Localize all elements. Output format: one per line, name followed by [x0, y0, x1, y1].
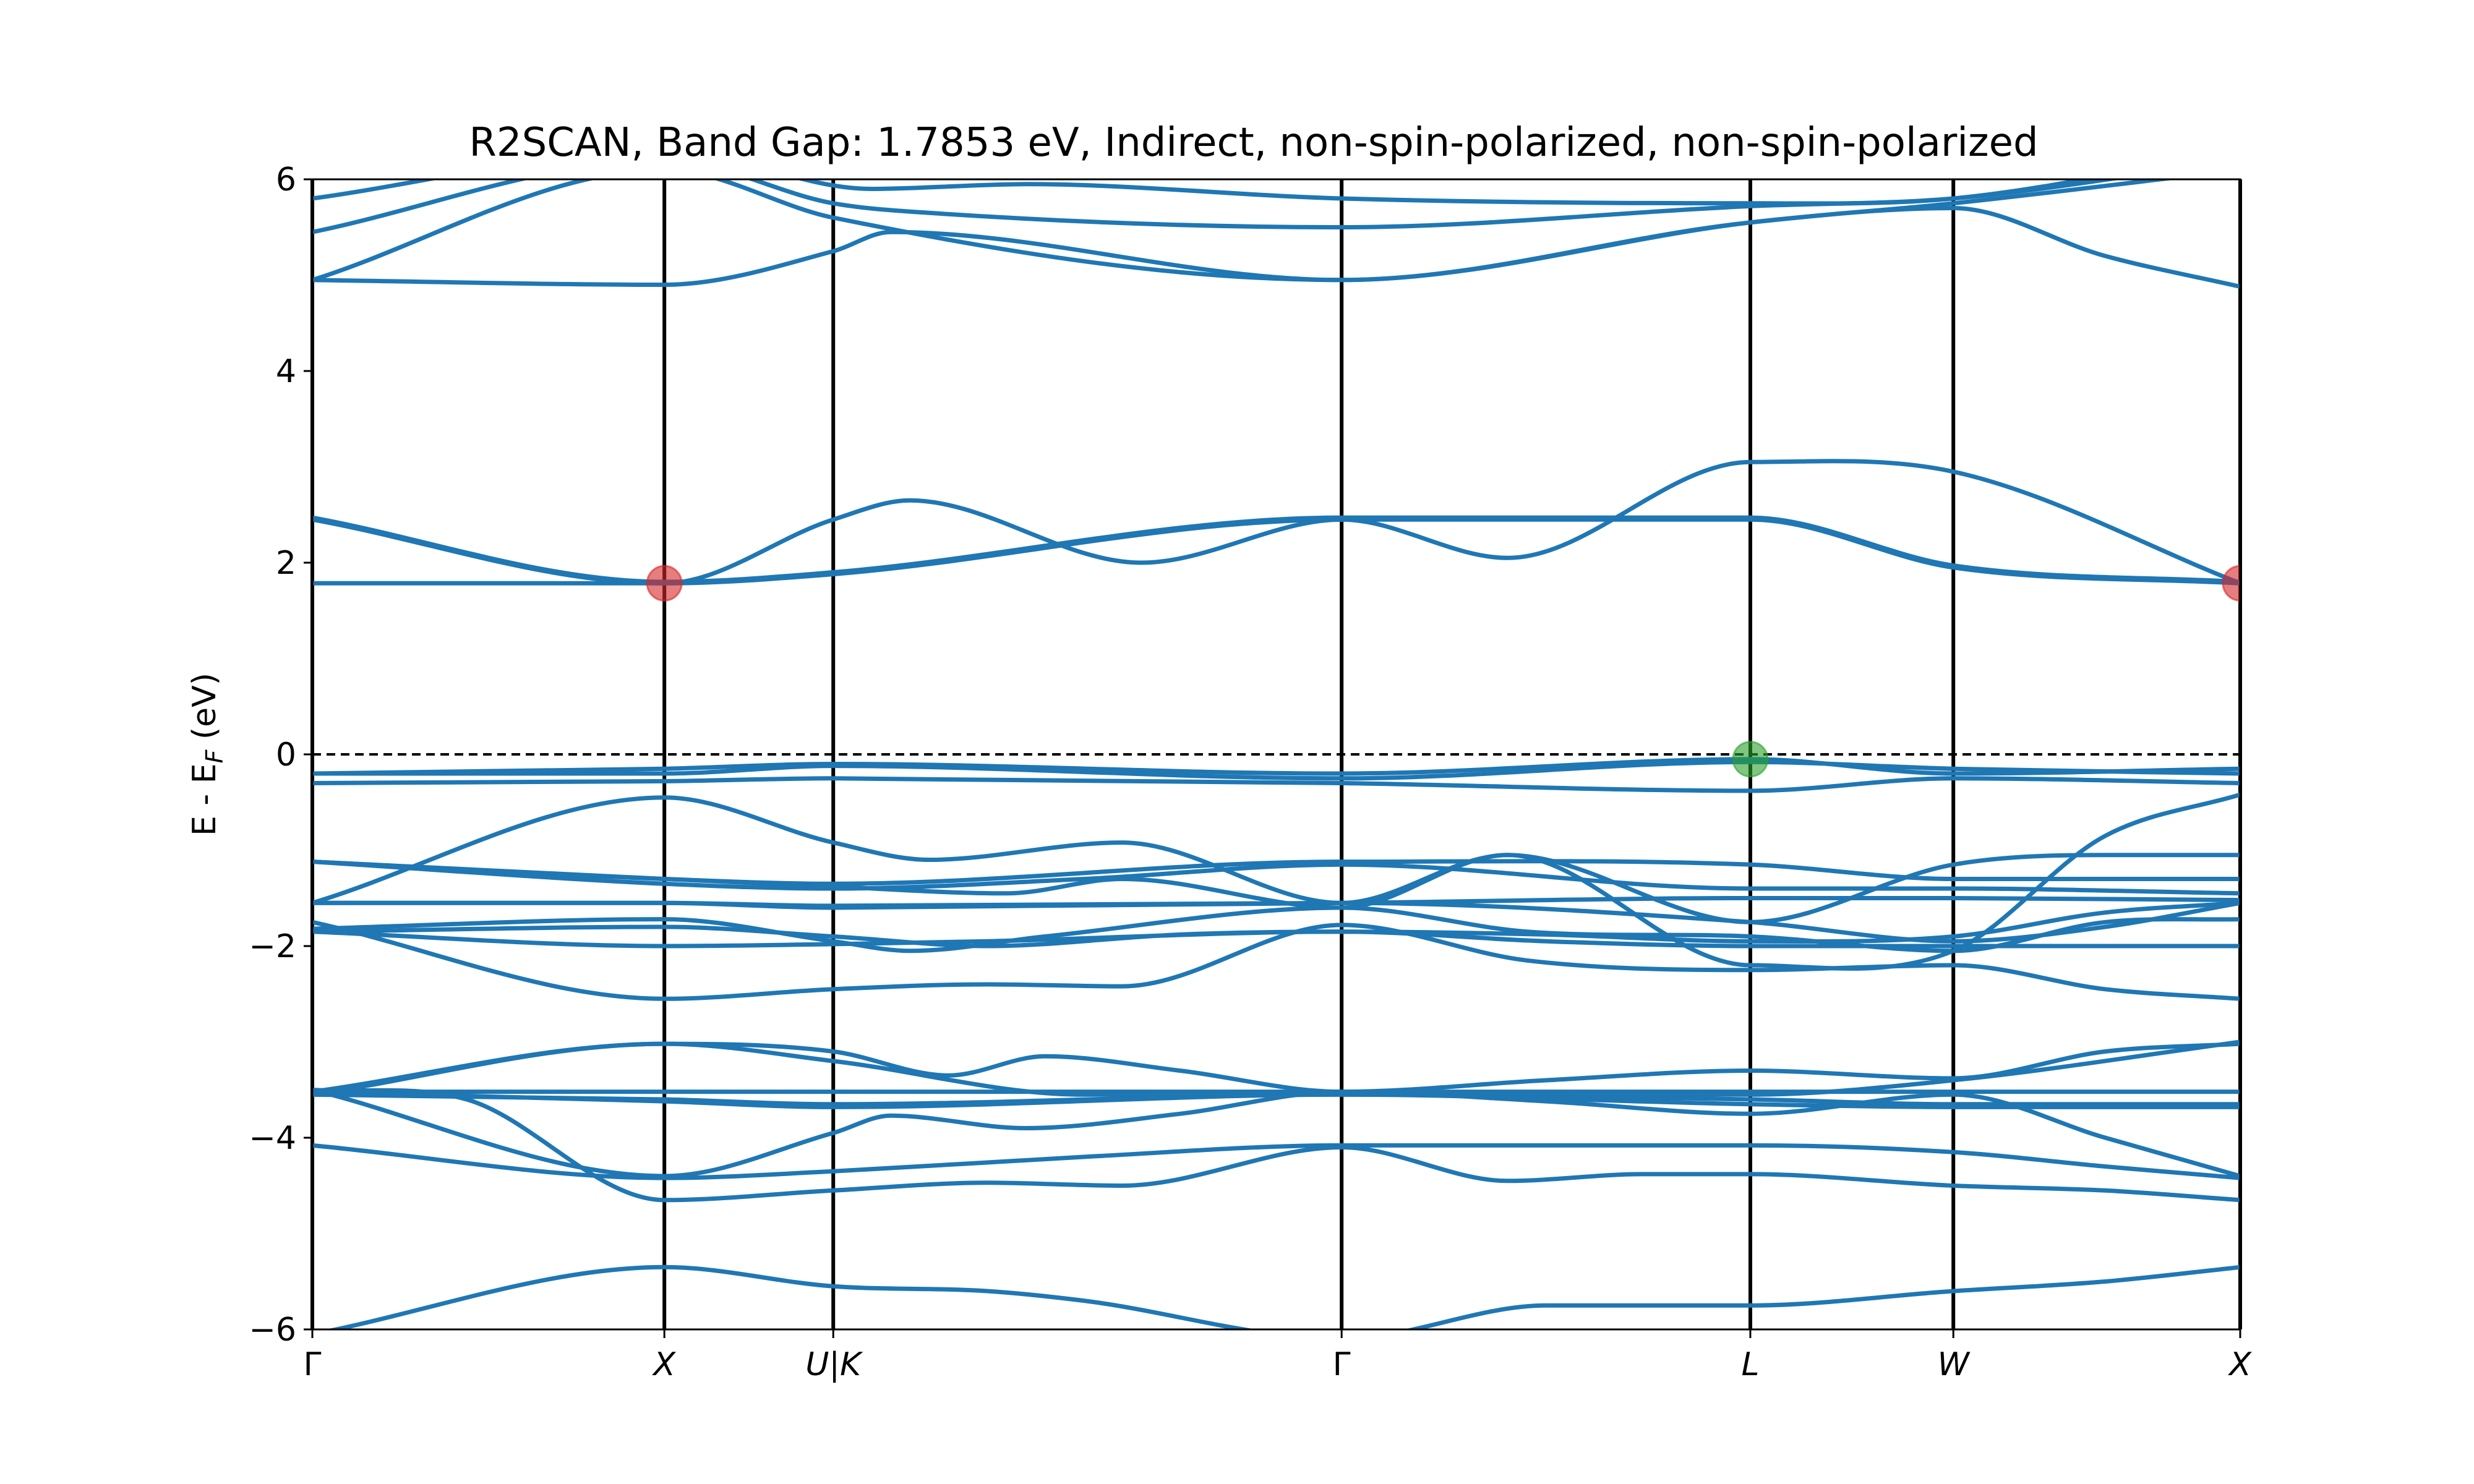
- x-tick-label-5: W: [1937, 1346, 1971, 1383]
- extrema-markers: [646, 565, 2240, 778]
- y-tick-label-1: −4: [249, 1120, 296, 1157]
- band-line-24: [312, 515, 2240, 584]
- x-tick-label-0: Γ: [304, 1346, 322, 1383]
- band-line-20: [312, 757, 2240, 776]
- chart-title: R2SCAN, Band Gap: 1.7853 eV, Indirect, n…: [469, 120, 2038, 166]
- y-axis-ticks: −6 −4 −2 0 2 4 6: [249, 161, 312, 1349]
- bands: [312, 179, 2240, 1329]
- x-tick-label-6: X: [2227, 1346, 2252, 1383]
- y-tick-label-3: 0: [276, 736, 296, 774]
- band-line-18: [312, 792, 2240, 971]
- y-axis-label: E - EF (eV): [186, 673, 228, 836]
- band-line-2: [312, 1088, 2240, 1203]
- x-tick-label-4: L: [1741, 1346, 1759, 1383]
- band-line-8: [312, 1039, 2240, 1097]
- cbm-marker-0: [646, 565, 683, 602]
- y-axis-label-main: E - E: [186, 763, 223, 836]
- band-line-19: [312, 776, 2240, 793]
- band-line-6: [312, 1090, 2240, 1109]
- x-tick-label-2: U|K: [805, 1346, 863, 1383]
- band-line-16: [312, 859, 2240, 896]
- band-line-0: [325, 1264, 2240, 1329]
- y-tick-label-6: 6: [276, 161, 296, 198]
- x-tick-label-1: X: [651, 1346, 676, 1383]
- band-line-21: [312, 759, 2240, 781]
- vbm-marker-0: [1732, 741, 1769, 778]
- band-line-23: [312, 459, 2240, 586]
- y-tick-label-2: −2: [249, 928, 296, 965]
- band-line-12: [312, 900, 2240, 949]
- y-axis-label-unit: (eV): [186, 673, 223, 750]
- x-axis-ticks: Γ X U|K Γ L W X: [304, 1329, 2252, 1383]
- band-line-28: [312, 179, 2097, 206]
- y-tick-label-5: 4: [276, 353, 296, 390]
- x-tick-label-3: Γ: [1333, 1346, 1351, 1383]
- y-axis-label-subscript: F: [201, 749, 228, 763]
- plot-area: [310, 178, 2242, 1331]
- cbm-marker-1: [2222, 565, 2240, 602]
- band-line-25: [312, 206, 2240, 289]
- band-line-9: [312, 919, 2240, 1001]
- band-line-26: [312, 179, 2178, 283]
- band-line-7: [312, 1041, 2240, 1097]
- y-tick-label-4: 2: [276, 545, 296, 582]
- band-line-17: [312, 853, 2240, 924]
- band-line-1: [312, 1143, 2240, 1180]
- y-tick-label-0: −6: [249, 1311, 296, 1349]
